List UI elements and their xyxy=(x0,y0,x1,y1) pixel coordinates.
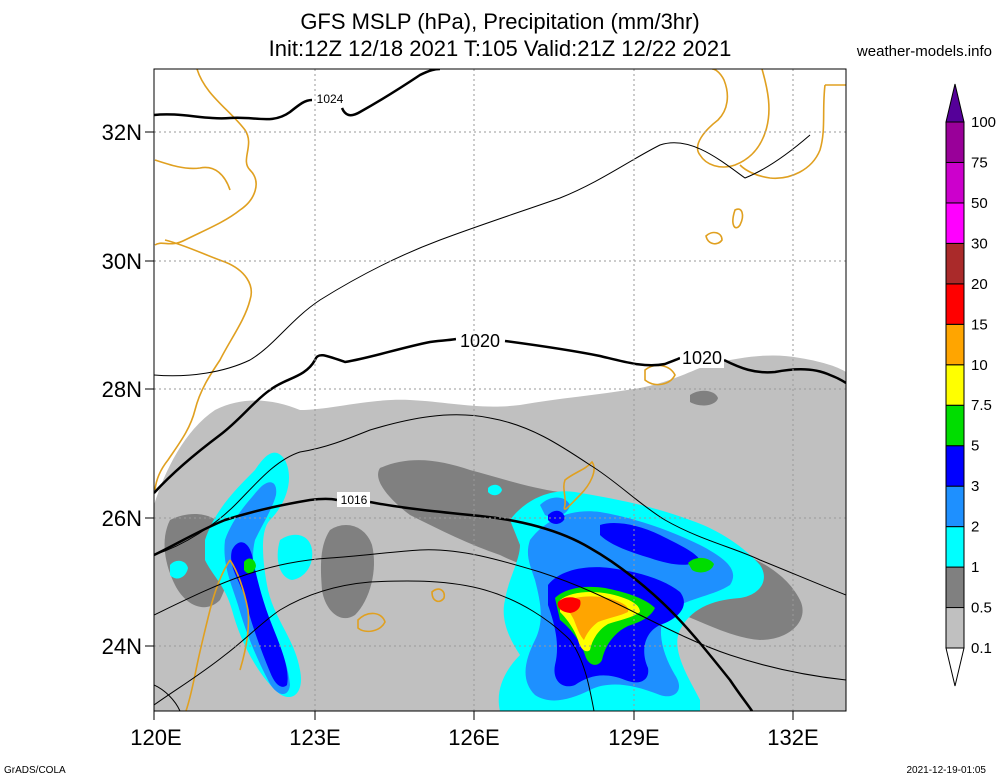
colorbar-segment-8 xyxy=(945,323,965,366)
colorbar-segment-4 xyxy=(945,485,965,528)
colorbar-segment-5 xyxy=(945,445,965,487)
lat-label-28n: 28N xyxy=(102,377,142,402)
site-credit: weather-models.info xyxy=(856,43,992,60)
colorbar-segment-9 xyxy=(945,283,965,325)
colorbar-label: 30 xyxy=(971,235,988,252)
lat-label-32n: 32N xyxy=(102,120,142,145)
latitude-labels: 32N 30N 28N 26N 24N xyxy=(102,120,142,659)
colorbar-segment-11 xyxy=(945,202,965,244)
software-credit: GrADS/COLA xyxy=(4,765,66,776)
colorbar-segment-3 xyxy=(945,526,965,568)
colorbar-segment-12 xyxy=(945,161,965,204)
colorbar-label: 75 xyxy=(971,154,988,171)
colorbar-label: 10 xyxy=(971,357,988,374)
map-frame xyxy=(153,68,847,712)
svg-text:1020: 1020 xyxy=(682,348,722,368)
isobars-thin xyxy=(154,134,846,711)
contour-label-1024: 1024 xyxy=(313,91,347,106)
colorbar-segment-14 xyxy=(945,83,965,123)
colorbar-segment-10 xyxy=(945,242,965,285)
longitude-labels: 120E 123E 126E 129E 132E xyxy=(130,725,818,750)
svg-text:1024: 1024 xyxy=(317,92,344,106)
contour-label-1020-west: 1020 xyxy=(456,329,504,351)
colorbar-segment-0 xyxy=(945,647,965,687)
colorbar-label: 2 xyxy=(971,519,979,536)
colorbar-segment-13 xyxy=(945,121,965,163)
colorbar-label: 3 xyxy=(971,478,979,495)
colorbar: 100 75 50 30 20 15 10 7.5 5 3 2 1 0.5 0.1 xyxy=(945,83,996,687)
contour-labels: 1024 1020 1020 1016 xyxy=(313,91,724,507)
colorbar-segment-7 xyxy=(945,364,965,406)
colorbar-label: 100 xyxy=(971,114,996,131)
lon-label-126e: 126E xyxy=(448,725,499,750)
svg-text:1016: 1016 xyxy=(341,493,368,507)
colorbar-label: 1 xyxy=(971,559,979,576)
colorbar-label: 50 xyxy=(971,195,988,212)
lon-label-132e: 132E xyxy=(767,725,818,750)
lon-label-123e: 123E xyxy=(289,725,340,750)
isobars-bold xyxy=(154,69,846,711)
tick-marks xyxy=(145,131,794,720)
colorbar-label: 15 xyxy=(971,316,988,333)
svg-text:1020: 1020 xyxy=(460,331,500,351)
colorbar-label: 0.5 xyxy=(971,600,992,617)
colorbar-label: 7.5 xyxy=(971,397,992,414)
lat-label-26n: 26N xyxy=(102,506,142,531)
colorbar-label: 0.1 xyxy=(971,640,992,657)
map-field: 1024 1020 1020 1016 xyxy=(154,69,846,711)
precip-15-area xyxy=(557,597,581,613)
colorbar-segment-6 xyxy=(945,404,965,447)
lat-label-30n: 30N xyxy=(102,249,142,274)
colorbar-label: 20 xyxy=(971,276,988,293)
colorbar-segment-2 xyxy=(945,566,965,609)
colorbar-segment-1 xyxy=(945,607,965,649)
lon-label-129e: 129E xyxy=(608,725,659,750)
chart-title-line-2: Init:12Z 12/18 2021 T:105 Valid:21Z 12/2… xyxy=(268,36,732,61)
precip-10-area xyxy=(565,596,629,640)
colorbar-label: 5 xyxy=(971,438,979,455)
lat-label-24n: 24N xyxy=(102,634,142,659)
lon-label-120e: 120E xyxy=(130,725,181,750)
contour-label-1020-east: 1020 xyxy=(680,346,724,368)
graticule xyxy=(154,69,846,711)
chart-title-line-1: GFS MSLP (hPa), Precipitation (mm/3hr) xyxy=(300,9,700,34)
generation-timestamp: 2021-12-19-01:05 xyxy=(906,765,986,776)
contour-label-1016: 1016 xyxy=(337,492,370,507)
